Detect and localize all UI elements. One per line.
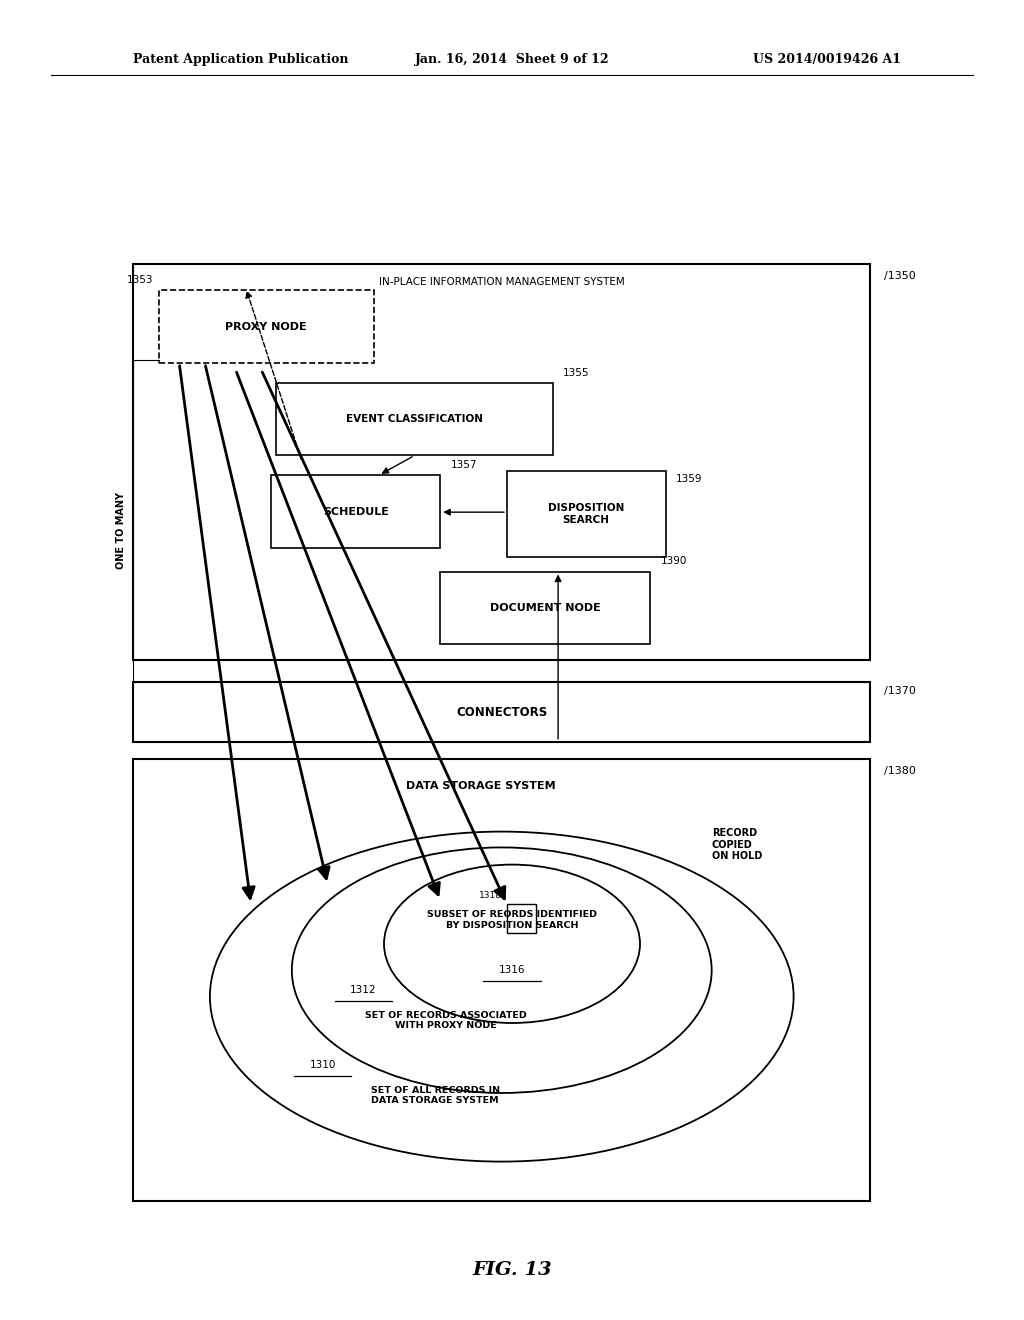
Text: /1370: /1370 [884,686,915,697]
FancyBboxPatch shape [271,475,440,548]
Text: /1380: /1380 [884,766,915,776]
Text: 1357: 1357 [451,459,477,470]
Text: SUBSET OF REORDS IDENTIFIED
BY DISPOSITION SEARCH: SUBSET OF REORDS IDENTIFIED BY DISPOSITI… [427,911,597,929]
Text: PROXY NODE: PROXY NODE [225,322,307,331]
Text: ONE TO MANY: ONE TO MANY [116,492,126,569]
Ellipse shape [210,832,794,1162]
Text: SET OF RECORDS ASSOCIATED
WITH PROXY NODE: SET OF RECORDS ASSOCIATED WITH PROXY NOD… [365,1011,526,1030]
Text: FIG. 13: FIG. 13 [472,1261,552,1279]
FancyBboxPatch shape [159,290,374,363]
Text: /1350: /1350 [884,271,915,281]
FancyBboxPatch shape [507,471,666,557]
Text: DISPOSITION
SEARCH: DISPOSITION SEARCH [548,503,625,525]
Text: 1359: 1359 [676,474,702,484]
Text: 1316: 1316 [499,965,525,975]
FancyBboxPatch shape [133,759,870,1201]
Text: 1312: 1312 [350,985,377,995]
Text: RECORD
COPIED
ON HOLD: RECORD COPIED ON HOLD [712,828,762,862]
Text: Patent Application Publication: Patent Application Publication [133,53,348,66]
Text: 1353: 1353 [127,275,154,285]
Text: 1355: 1355 [563,367,590,378]
Text: DOCUMENT NODE: DOCUMENT NODE [489,603,601,612]
FancyBboxPatch shape [133,682,870,742]
Text: SET OF ALL RECORDS IN
DATA STORAGE SYSTEM: SET OF ALL RECORDS IN DATA STORAGE SYSTE… [371,1086,500,1105]
Text: US 2014/0019426 A1: US 2014/0019426 A1 [753,53,901,66]
Text: CONNECTORS: CONNECTORS [456,706,548,718]
FancyBboxPatch shape [440,572,650,644]
Text: SCHEDULE: SCHEDULE [323,507,389,516]
FancyBboxPatch shape [507,904,536,933]
Ellipse shape [292,847,712,1093]
Text: Jan. 16, 2014  Sheet 9 of 12: Jan. 16, 2014 Sheet 9 of 12 [415,53,609,66]
Ellipse shape [384,865,640,1023]
Text: 1318: 1318 [479,891,502,900]
Text: 1310: 1310 [309,1060,336,1071]
Text: EVENT CLASSIFICATION: EVENT CLASSIFICATION [346,414,483,424]
Text: 1390: 1390 [660,556,687,566]
FancyBboxPatch shape [133,264,870,660]
FancyBboxPatch shape [276,383,553,455]
Text: IN-PLACE INFORMATION MANAGEMENT SYSTEM: IN-PLACE INFORMATION MANAGEMENT SYSTEM [379,277,625,288]
Text: DATA STORAGE SYSTEM: DATA STORAGE SYSTEM [407,781,556,792]
